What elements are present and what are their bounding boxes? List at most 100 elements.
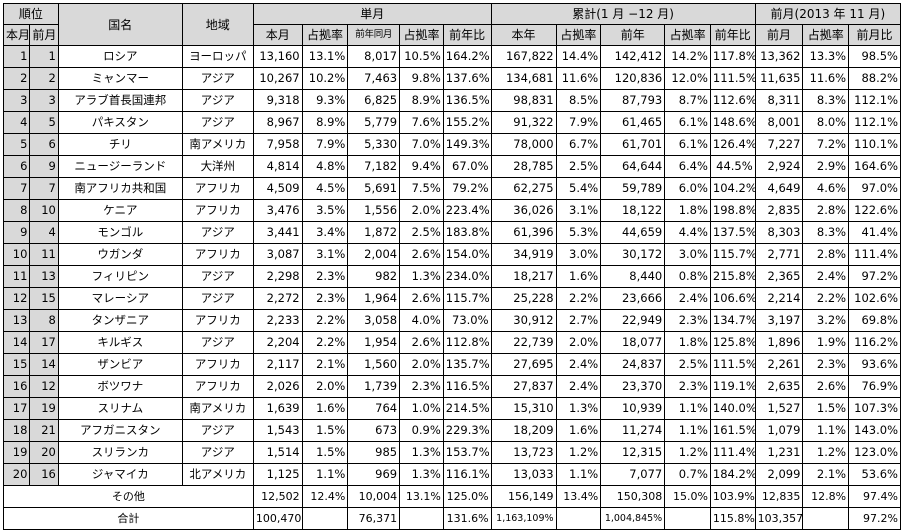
month-yoy-cell: 116.1% — [442, 463, 492, 486]
month-prev-share-cell: 7.6% — [399, 111, 444, 134]
prev-month-share-cell: 1.1% — [802, 419, 850, 442]
cum-share-cell: 5.4% — [555, 177, 602, 200]
cum-prev-cell: 120,836 — [600, 67, 666, 90]
region-cell: アフリカ — [181, 199, 254, 222]
month-value-cell: 3,441 — [252, 221, 303, 244]
month-value-cell: 100,470 — [252, 507, 303, 530]
cum-yoy-cell: 112.6% — [709, 89, 756, 112]
cum-yoy-cell: 104.2% — [709, 177, 756, 200]
rank-this-cell: 18 — [2, 419, 31, 442]
rank-this-cell: 2 — [2, 67, 31, 90]
cum-value-cell: 167,822 — [490, 45, 557, 68]
month-value-cell: 3,087 — [252, 243, 303, 266]
country-cell: パキスタン — [57, 111, 183, 134]
rank-this-cell: 11 — [2, 265, 31, 288]
month-prev-share-cell: 7.5% — [399, 177, 444, 200]
cum-yoy-header: 前年比 — [709, 24, 756, 46]
prev-month-value-cell: 2,365 — [754, 265, 804, 288]
prev-month-value-cell: 1,231 — [754, 441, 804, 464]
cum-value-cell: 61,396 — [490, 221, 557, 244]
cum-prev-cell: 23,370 — [600, 375, 666, 398]
rank-this-cell: 1 — [2, 45, 31, 68]
month-share-cell: 10.2% — [301, 67, 349, 90]
prev-month-ratio-cell: 111.4% — [848, 243, 901, 266]
cum-share-cell — [555, 507, 602, 530]
rank-this-cell: 4 — [2, 111, 31, 134]
month-share-cell: 4.8% — [301, 155, 349, 178]
month-value-cell: 8,967 — [252, 111, 303, 134]
rank-last-cell: 21 — [29, 419, 59, 442]
rank-last-cell: 1 — [29, 45, 59, 68]
prev-month-value-cell: 2,835 — [754, 199, 804, 222]
prev-month-share-cell: 2.2% — [802, 287, 850, 310]
prev-month-share-cell: 8.0% — [802, 111, 850, 134]
cum-prev-share-cell: 15.0% — [664, 485, 711, 508]
prev-month-value-cell: 8,311 — [754, 89, 804, 112]
rank-last-cell: 6 — [29, 133, 59, 156]
rank-this-cell: 19 — [2, 441, 31, 464]
country-cell: アラブ首長国連邦 — [57, 89, 183, 112]
this-month-rank-header: 本月 — [2, 24, 31, 46]
month-share-cell: 2.2% — [301, 309, 349, 332]
prev-month-ratio-cell: 164.6% — [848, 155, 901, 178]
cum-this-header: 本年 — [490, 24, 557, 46]
region-cell: アジア — [181, 67, 254, 90]
prev-month-share-cell: 2.8% — [802, 199, 850, 222]
prev-month-value-cell: 2,635 — [754, 375, 804, 398]
prev-month-value-cell: 13,362 — [754, 45, 804, 68]
month-prev-year-cell: 1,964 — [347, 287, 401, 310]
month-yoy-cell: 155.2% — [442, 111, 492, 134]
month-share-cell: 4.5% — [301, 177, 349, 200]
cum-prev-cell: 8,440 — [600, 265, 666, 288]
prev-month-ratio-cell: 41.4% — [848, 221, 901, 244]
cum-yoy-cell: 215.8% — [709, 265, 756, 288]
cum-share-cell: 1.6% — [555, 419, 602, 442]
month-prev-year-cell: 1,954 — [347, 331, 401, 354]
rank-this-cell: 5 — [2, 133, 31, 156]
table-row: 12 15 マレーシア アジア 2,272 2.3% 1,964 2.6% 115.7% 25,2… — [2, 287, 901, 310]
cum-yoy-cell: 126.4% — [709, 133, 756, 156]
cum-prev-cell: 61,701 — [600, 133, 666, 156]
cum-prev-cell: 10,939 — [600, 397, 666, 420]
cum-value-cell: 27,837 — [490, 375, 557, 398]
month-share-cell: 9.3% — [301, 89, 349, 112]
prev-month-value-cell: 3,197 — [754, 309, 804, 332]
region-cell: 北アメリカ — [181, 463, 254, 486]
rank-this-cell: 17 — [2, 397, 31, 420]
month-share-cell: 2.3% — [301, 287, 349, 310]
rank-last-cell: 12 — [29, 375, 59, 398]
rank-last-cell: 16 — [29, 463, 59, 486]
cum-prev-share-cell: 1.8% — [664, 199, 711, 222]
cum-prev-cell: 18,077 — [600, 331, 666, 354]
prev-month-share-cell: 2.6% — [802, 375, 850, 398]
prev-month-share-cell: 13.3% — [802, 45, 850, 68]
cum-prev-share-cell: 2.3% — [664, 309, 711, 332]
month-share-cell — [301, 507, 349, 530]
month-prev-share-cell: 1.3% — [399, 265, 444, 288]
country-cell: ザンビア — [57, 353, 183, 376]
month-value-cell: 1,639 — [252, 397, 303, 420]
cum-prev-cell: 7,077 — [600, 463, 666, 486]
cum-prev-share-cell: 1.2% — [664, 441, 711, 464]
cum-prev-cell: 150,308 — [600, 485, 666, 508]
cum-prev-share-header: 占拠率 — [664, 24, 711, 46]
prev-month-header: 前月(2013 年 11 月) — [754, 3, 902, 25]
rank-last-cell: 2 — [29, 67, 59, 90]
prev-month-value-cell: 2,771 — [754, 243, 804, 266]
prev-month-share-cell — [802, 507, 850, 530]
month-prev-year-cell: 985 — [347, 441, 401, 464]
cum-share-cell: 3.1% — [555, 199, 602, 222]
region-cell: 南アメリカ — [181, 133, 254, 156]
table-row: 17 19 スリナム 南アメリカ 1,639 1.6% 764 1.0% 214.5% 15,31… — [2, 397, 901, 420]
cum-prev-cell: 12,315 — [600, 441, 666, 464]
prev-month-share-cell: 1.5% — [802, 397, 850, 420]
table-row: 9 4 モンゴル アジア 3,441 3.4% 1,872 2.5% 183.8% 61,396 5… — [2, 221, 901, 244]
prev-month-share-cell: 12.8% — [802, 485, 850, 508]
country-cell: ウガンダ — [57, 243, 183, 266]
cum-yoy-cell: 148.6% — [709, 111, 756, 134]
cum-value-cell: 98,831 — [490, 89, 557, 112]
rank-last-cell: 5 — [29, 111, 59, 134]
prev-month-share-cell: 1.2% — [802, 441, 850, 464]
prev-month-value-cell: 2,924 — [754, 155, 804, 178]
prev-month-ratio-cell: 53.6% — [848, 463, 901, 486]
